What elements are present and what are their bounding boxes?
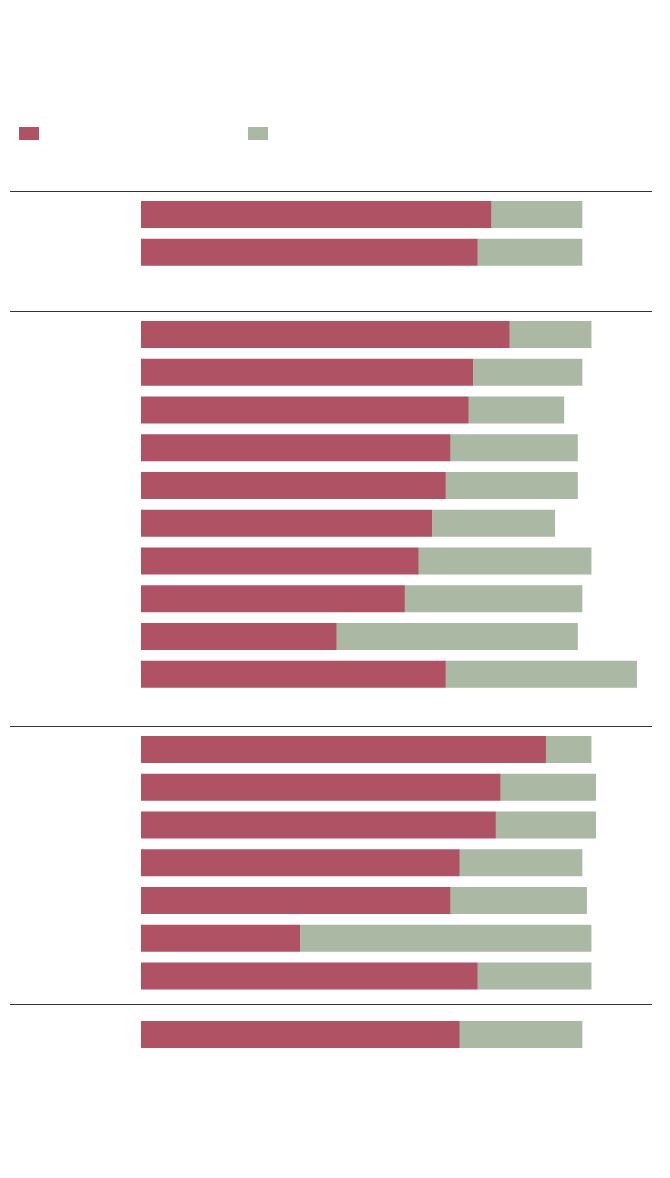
bar-segment-series-1: [141, 736, 546, 763]
bar-segment-series-2: [404, 585, 583, 613]
bar-segment-series-2: [509, 321, 592, 348]
bar-segment-series-2: [450, 887, 587, 914]
bar-segment-series-1: [141, 434, 451, 462]
bar-segment-series-1: [141, 509, 433, 537]
bar-segment-series-1: [141, 238, 478, 266]
bar-segment-series-2: [300, 924, 592, 952]
bar-segment-series-1: [141, 585, 405, 613]
bar-segment-series-2: [445, 472, 578, 499]
bar-segment-series-1: [141, 660, 446, 688]
bar-segment-series-1: [141, 547, 419, 575]
bar-segment-series-2: [418, 547, 592, 575]
bar-segment-series-1: [141, 201, 492, 228]
bar-segment-series-2: [491, 201, 583, 228]
legend-swatch-series-2: [248, 127, 268, 140]
bar-segment-series-2: [468, 396, 565, 424]
bar-segment-series-1: [141, 1021, 460, 1048]
bar-segment-series-2: [477, 962, 592, 990]
bar-segment-series-2: [473, 358, 583, 386]
bar-segment-series-1: [141, 962, 478, 990]
bar-segment-series-1: [141, 623, 337, 650]
bar-segment-series-1: [141, 472, 446, 499]
bar-segment-series-2: [445, 660, 637, 688]
bar-segment-series-2: [336, 623, 578, 650]
bar-segment-series-2: [432, 509, 556, 537]
bar-segment-series-1: [141, 321, 510, 348]
bar-segment-series-2: [500, 773, 596, 801]
plot-area: [10, 191, 652, 1048]
bar-segment-series-1: [141, 811, 496, 839]
bar-segment-series-2: [450, 434, 578, 462]
bar-segment-series-2: [495, 811, 596, 839]
bar-segment-series-1: [141, 358, 474, 386]
bar-segment-series-1: [141, 396, 469, 424]
bar-segment-series-1: [141, 849, 460, 877]
bar-segment-series-1: [141, 887, 451, 914]
bar-segment-series-2: [477, 238, 583, 266]
legend: [19, 127, 268, 140]
legend-swatch-series-1: [19, 127, 39, 140]
bar-segment-series-1: [141, 924, 301, 952]
bar-segment-series-2: [545, 736, 592, 763]
bar-segment-series-2: [459, 849, 583, 877]
bar-segment-series-2: [459, 1021, 583, 1048]
bar-segment-series-1: [141, 773, 501, 801]
